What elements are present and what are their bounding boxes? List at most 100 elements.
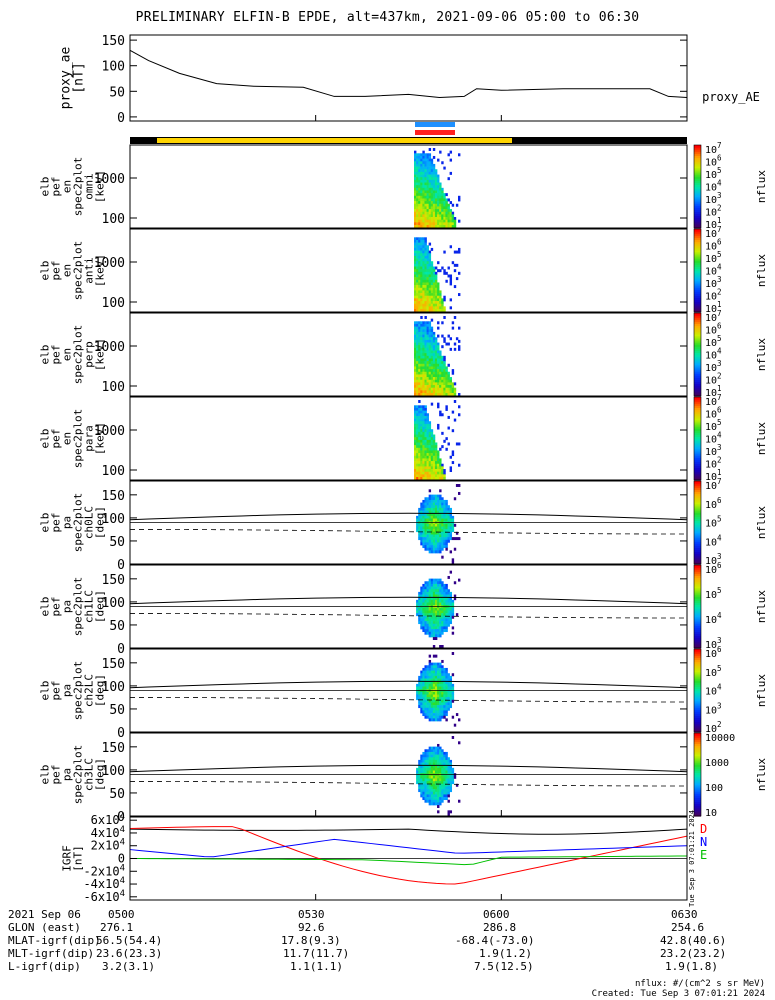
panel-1-pixel (418, 293, 421, 297)
panel-6-pixel (439, 702, 442, 706)
panel-4-pixel (416, 523, 419, 527)
panel-2-pixel (445, 390, 448, 394)
panel-3-pixel (424, 415, 427, 419)
panel-2-pixel (439, 361, 442, 365)
panel-0-pixel (430, 182, 434, 186)
panel-0-pixel (437, 187, 440, 191)
panel-5-pixel (439, 618, 442, 622)
panel-0-pixel (426, 219, 429, 223)
panel-5-pixel (437, 581, 440, 585)
panel-4-pixel (420, 534, 423, 538)
panel-0-pixel (432, 155, 436, 159)
panel-0-pixel (437, 219, 440, 223)
panel-5-pixel (424, 629, 427, 633)
panel-1-pixel (426, 285, 429, 289)
colorbar-2-cell (694, 313, 701, 316)
panel-4-pixel (428, 510, 432, 514)
panel-4-pixel (416, 529, 419, 533)
panel-7-pixel (426, 770, 429, 774)
colorbar-2-cell (694, 391, 701, 395)
igrf-ytick-label-1: -4x104 (83, 876, 125, 891)
panel-2-pixel (432, 355, 436, 359)
panel-6-pixel (434, 710, 438, 714)
panel-1-pixel (434, 295, 438, 299)
panel-2-pixel (432, 350, 436, 354)
panel-5-pixel (428, 599, 432, 603)
panel-5-pixel (428, 618, 432, 622)
panel-1-pixel (451, 261, 455, 265)
panel-6-pixel (428, 713, 432, 717)
panel-7-pixel (437, 762, 440, 766)
panel-1-pixel (449, 306, 453, 310)
panel-1-pixel (437, 298, 440, 302)
panel-2-pixel (458, 345, 461, 349)
panel-5-pixel (422, 613, 425, 617)
colorbar-1-cell (694, 278, 701, 282)
panel-6-pixel (420, 694, 423, 698)
panel-3-pixel (434, 474, 438, 478)
panel-4-pixel (430, 537, 434, 541)
colorbar-5-cell (694, 637, 701, 641)
proxy-ae-ytick-label-3: 150 (102, 34, 125, 49)
panel-0-pixel (447, 209, 450, 213)
panel-2-pixel (424, 382, 427, 386)
panel-6-pixel (437, 665, 440, 669)
panel-7-ylabel-line-0: elb (39, 765, 52, 785)
panel-6-pixel (432, 670, 436, 674)
panel-4-pixel (447, 534, 450, 538)
panel-2-pixel (426, 323, 429, 327)
panel-3-pixel (416, 431, 419, 435)
colorbar-6-cell (694, 682, 701, 685)
panel-0-pixel (428, 155, 432, 159)
panel-3-pixel (420, 405, 423, 409)
panel-3-pixel (447, 442, 450, 446)
panel-3-pixel (426, 423, 429, 427)
panel-3-pixel (426, 477, 429, 480)
panel-4-pixel (434, 547, 438, 551)
panel-4-pixel (441, 510, 444, 514)
colorbar-2-cell (694, 325, 701, 329)
panel-0-pixel (445, 214, 448, 218)
panel-7-pixel (443, 767, 446, 771)
panel-0-pixel (451, 203, 455, 207)
colorbar-7-tick-2: 1000 (705, 758, 729, 769)
panel-0-pixel (432, 171, 436, 175)
colorbar-7-cell (694, 793, 701, 796)
panel-4-pixel (443, 513, 446, 517)
panel-3-pixel (420, 461, 423, 465)
colorbar-6-cell (694, 698, 701, 702)
panel-1-pixel (430, 263, 434, 267)
panel-1-ylabel-line-3: spec2plot (72, 241, 85, 301)
panel-5-pixel (437, 615, 440, 619)
panel-2-pixel (432, 369, 436, 373)
panel-4-pixel (443, 537, 446, 541)
panel-0-pixel (443, 209, 446, 213)
colorbar-5-cell (694, 629, 701, 632)
colorbar-4-cell (694, 514, 701, 517)
panel-0-pixel (426, 193, 429, 197)
colorbar-1-tick-1: 102 (705, 288, 722, 303)
panel-7-pixel (441, 778, 444, 782)
panel-7-pixel (455, 783, 459, 787)
panel-5-pixel (449, 594, 453, 598)
panel-5-pixel (420, 621, 423, 625)
panel-4-pixel (424, 510, 427, 514)
panel-6-pixel (428, 665, 432, 669)
panel-3-pixel (424, 423, 427, 427)
panel-0-pixel (441, 161, 444, 165)
colorbar-2-label: nflux (755, 338, 768, 371)
panel-3-pixel (424, 466, 427, 470)
colorbar-3-tick-1: 102 (705, 456, 722, 471)
panel-2-pixel (422, 393, 425, 396)
panel-3-pixel (445, 447, 448, 451)
panel-1-pixel (414, 303, 417, 307)
panel-1-pixel (414, 258, 417, 262)
panel-3-pixel (416, 426, 419, 430)
panel-1-pixel (424, 271, 427, 275)
panel-5-pixel (430, 623, 434, 627)
colorbar-2-cell (694, 321, 701, 324)
panel-5-pixel (432, 618, 436, 622)
colorbar-1-cell (694, 301, 701, 305)
panel-0-pixel (445, 219, 448, 223)
panel-6-pixel (418, 686, 421, 690)
